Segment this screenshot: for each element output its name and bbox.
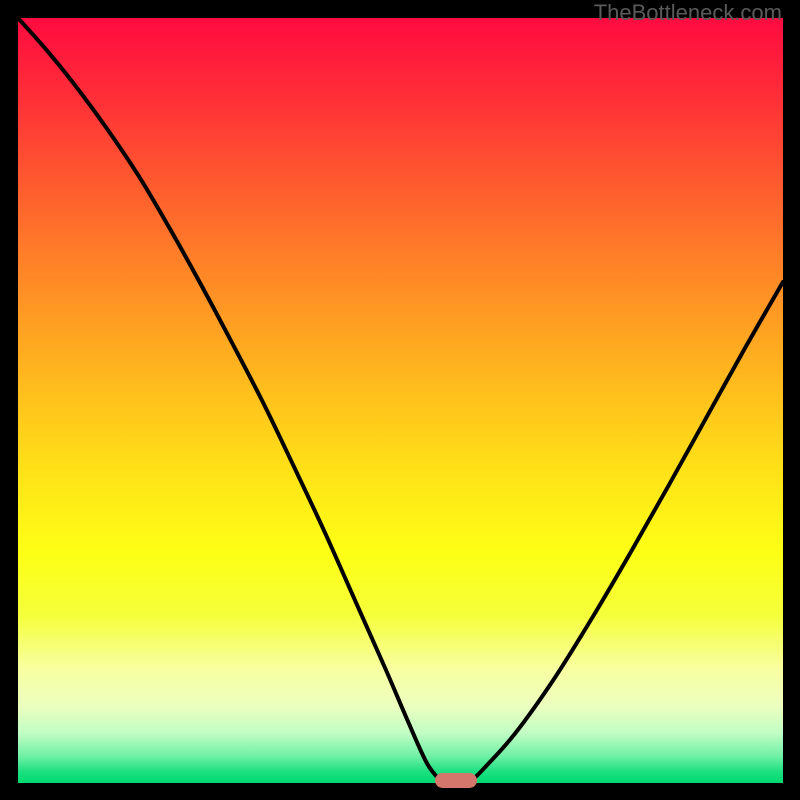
bottleneck-curve [18, 18, 783, 783]
chart-container: TheBottleneck.com [0, 0, 800, 800]
plot-area [18, 18, 783, 783]
curve-svg [18, 18, 783, 783]
attribution-text: TheBottleneck.com [594, 0, 782, 26]
optimal-marker [435, 773, 477, 788]
